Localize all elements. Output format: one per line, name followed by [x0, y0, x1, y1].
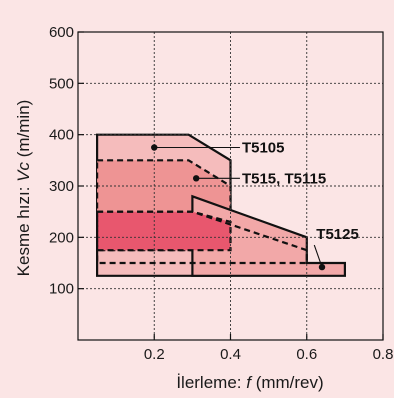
y-axis-label-unit: (m/min) [14, 100, 33, 162]
annotation-leader [313, 244, 323, 268]
x-axis-label-var: f [246, 373, 253, 392]
chart-annotations: T5105 T515, T5115 T5125 [151, 140, 359, 271]
x-axis-label-prefix: İlerleme: [176, 373, 246, 392]
y-axis-label-var: Vc [14, 162, 33, 182]
annotation-dot [192, 175, 200, 182]
axis-ticks: 0.2 0.4 0.6 0.8 100 200 300 400 500 600 [49, 24, 393, 363]
y-tick-label: 400 [49, 127, 74, 144]
x-axis-label-unit: (mm/rev) [251, 373, 324, 392]
y-tick-label: 500 [49, 75, 74, 92]
x-tick-label: 0.4 [220, 346, 241, 363]
chart-grid [78, 32, 383, 340]
region-outline [95, 210, 308, 265]
x-axis-label: İlerleme: f (mm/rev) [176, 373, 323, 392]
y-axis-label-prefix: Kesme hızı: [14, 182, 33, 276]
annotation-label: T5105 [242, 140, 285, 157]
annotation-label: T515, T5115 [242, 170, 326, 187]
annotation-label: T5125 [316, 226, 359, 243]
chart-overlays [95, 210, 308, 265]
annotation-dot [151, 144, 158, 151]
y-axis-label: Kesme hızı: Vc (m/min) [14, 100, 33, 277]
x-tick-label: 0.8 [373, 346, 394, 363]
y-tick-label: 300 [49, 178, 74, 195]
annotation-dot [318, 263, 326, 271]
x-tick-label: 0.2 [144, 346, 165, 363]
y-tick-label: 100 [49, 281, 74, 298]
region-core [95, 210, 232, 252]
y-tick-label: 200 [49, 229, 74, 246]
y-tick-label: 600 [49, 24, 74, 41]
x-tick-label: 0.6 [296, 346, 317, 363]
